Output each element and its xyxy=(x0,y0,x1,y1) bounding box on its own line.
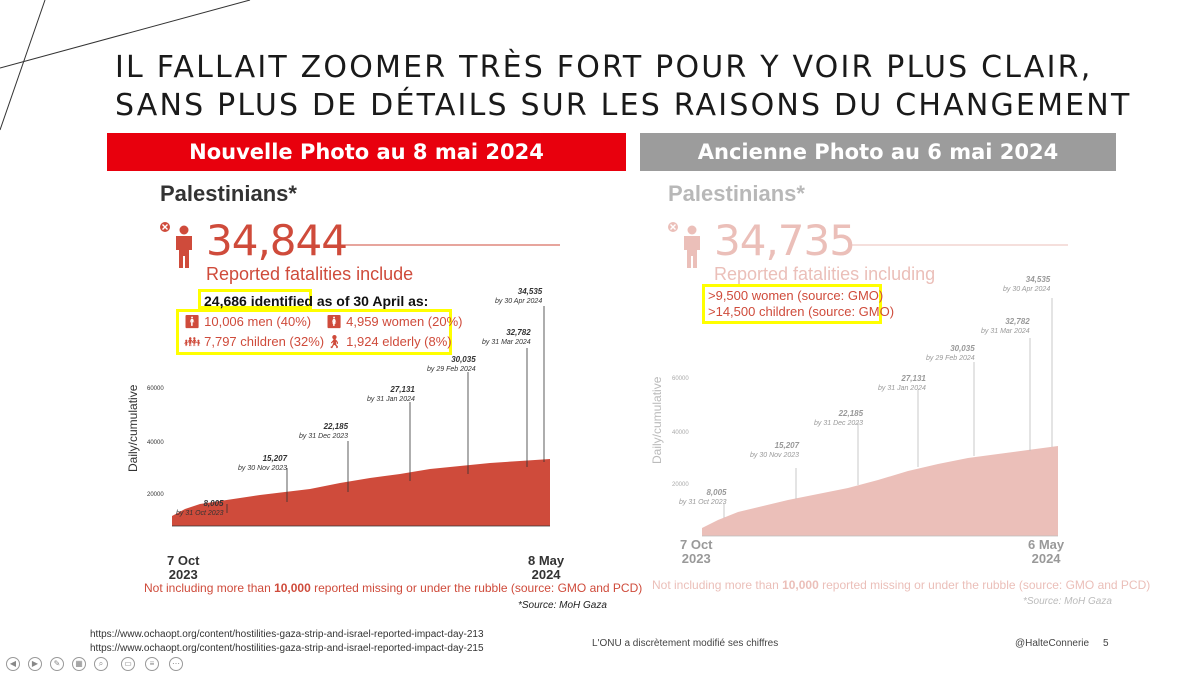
slide-title-line-1: IL FALLAIT ZOOMER TRÈS FORT POUR Y VOIR … xyxy=(115,50,1093,85)
next-icon[interactable]: ▶ xyxy=(28,657,42,671)
new-fatalities-chart xyxy=(172,306,550,527)
ytick-40000: 40000 xyxy=(147,440,164,446)
annotation-mar: 32,782 by 31 Mar 2024 xyxy=(482,328,531,346)
person-icon xyxy=(160,222,192,268)
annotation-jan: 27,131 by 31 Jan 2024 xyxy=(878,374,926,392)
ytick-60000: 60000 xyxy=(672,376,689,382)
man-icon: 🚹︎ xyxy=(184,314,205,329)
new-subtitle: Reported fatalities include xyxy=(206,264,414,284)
woman-icon: 🚺︎ xyxy=(326,314,347,329)
video-icon[interactable]: ▭ xyxy=(121,657,135,671)
source-url-1[interactable]: https://www.ochaopt.org/content/hostilit… xyxy=(90,629,484,640)
annotation-apr: 34,535 by 30 Apr 2024 xyxy=(1003,275,1051,293)
source-note: *Source: MoH Gaza xyxy=(1023,596,1112,607)
new-infographic: Palestinians* 34,844 Reported fatalities… xyxy=(110,176,642,624)
old-photo-banner: Ancienne Photo au 6 mai 2024 xyxy=(640,133,1116,171)
elderly-stat: 🚶︎ 1,924 elderly (8%) xyxy=(326,334,452,349)
author-handle: @HalteConnerie xyxy=(1015,638,1090,649)
y-axis-label: Daily/cumulative xyxy=(650,376,664,464)
slide-caption: L'ONU a discrètement modifié ses chiffre… xyxy=(592,638,779,649)
decorative-lines xyxy=(0,0,251,131)
old-subtitle: Reported fatalities including xyxy=(714,264,936,284)
y-axis-label: Daily/cumulative xyxy=(126,384,140,472)
start-date-label: 7 Oct 2023 xyxy=(680,537,713,566)
person-icon xyxy=(668,222,700,268)
ytick-20000: 20000 xyxy=(672,482,689,488)
more-icon[interactable]: ⋯ xyxy=(169,657,183,671)
missing-note: Not including more than 10,000 reported … xyxy=(144,581,643,595)
annotation-feb: 30,035 by 29 Feb 2024 xyxy=(926,344,975,362)
old-children-stat: >14,500 children (source: GMO) xyxy=(708,304,895,319)
source-note: *Source: MoH Gaza xyxy=(518,600,607,611)
ytick-40000: 40000 xyxy=(672,430,689,436)
identified-line: 24,686 identified as of 30 April as: xyxy=(204,293,428,309)
missing-note: Not including more than 10,000 reported … xyxy=(652,578,1151,592)
new-photo-banner: Nouvelle Photo au 8 mai 2024 xyxy=(107,133,626,171)
highlight-box-old xyxy=(702,284,882,324)
end-date-label: 8 May 2024 xyxy=(528,553,565,582)
source-url-2[interactable]: https://www.ochaopt.org/content/hostilit… xyxy=(90,643,484,654)
annotation-oct: 8,005 by 31 Oct 2023 xyxy=(176,499,224,517)
slide-title-line-2: SANS PLUS DE DÉTAILS SUR LES RAISONS DU … xyxy=(115,88,1132,123)
cumulative-area xyxy=(702,446,1058,536)
subtitle-icon[interactable]: ≡ xyxy=(145,657,159,671)
page-number: 5 xyxy=(1103,638,1109,649)
pen-icon[interactable]: ✎ xyxy=(50,657,64,671)
old-fatalities-chart xyxy=(702,298,1058,537)
annotation-nov: 15,207 by 30 Nov 2023 xyxy=(750,441,800,459)
old-heading: Palestinians* xyxy=(668,181,805,206)
men-stat: 🚹︎ 10,006 men (40%) xyxy=(184,314,312,329)
prev-icon[interactable]: ◀ xyxy=(6,657,20,671)
women-stat: 🚺︎ 4,959 women (20%) xyxy=(326,314,463,329)
highlight-box-breakdown xyxy=(176,309,452,355)
zoom-icon[interactable]: ⌕ xyxy=(94,657,108,671)
annotation-dec: 22,185 by 31 Dec 2023 xyxy=(814,409,864,427)
start-date-label: 7 Oct 2023 xyxy=(167,553,200,582)
grid-icon[interactable]: ▦ xyxy=(72,657,86,671)
elderly-icon: 🚶︎ xyxy=(326,334,347,349)
highlight-box-identified xyxy=(198,289,312,309)
total-underline xyxy=(340,244,560,246)
ytick-60000: 60000 xyxy=(147,386,164,392)
cumulative-area xyxy=(172,459,550,526)
annotation-apr: 34,535 by 30 Apr 2024 xyxy=(495,287,543,305)
annotation-feb: 30,035 by 29 Feb 2024 xyxy=(427,355,476,373)
new-heading: Palestinians* xyxy=(160,181,297,206)
old-women-stat: >9,500 women (source: GMO) xyxy=(708,288,884,303)
identified-count: 24,686 identified xyxy=(204,293,313,309)
annotation-jan: 27,131 by 31 Jan 2024 xyxy=(367,385,415,403)
children-icon: 👪︎ xyxy=(184,334,205,349)
annotation-oct: 8,005 by 31 Oct 2023 xyxy=(679,488,727,506)
old-total-fatalities: 34,735 xyxy=(714,216,856,265)
end-date-label: 6 May 2024 xyxy=(1028,537,1065,566)
identified-date: as of 30 April as: xyxy=(312,293,429,309)
ytick-20000: 20000 xyxy=(147,492,164,498)
old-infographic: Palestinians* 34,735 Reported fatalities… xyxy=(618,176,1150,624)
total-underline xyxy=(848,244,1068,246)
children-stat: 👪︎ 7,797 children (32%) xyxy=(184,334,325,349)
annotation-mar: 32,782 by 31 Mar 2024 xyxy=(981,317,1030,335)
new-total-fatalities: 34,844 xyxy=(206,216,348,265)
annotation-dec: 22,185 by 31 Dec 2023 xyxy=(299,422,349,440)
annotation-nov: 15,207 by 30 Nov 2023 xyxy=(238,454,288,472)
